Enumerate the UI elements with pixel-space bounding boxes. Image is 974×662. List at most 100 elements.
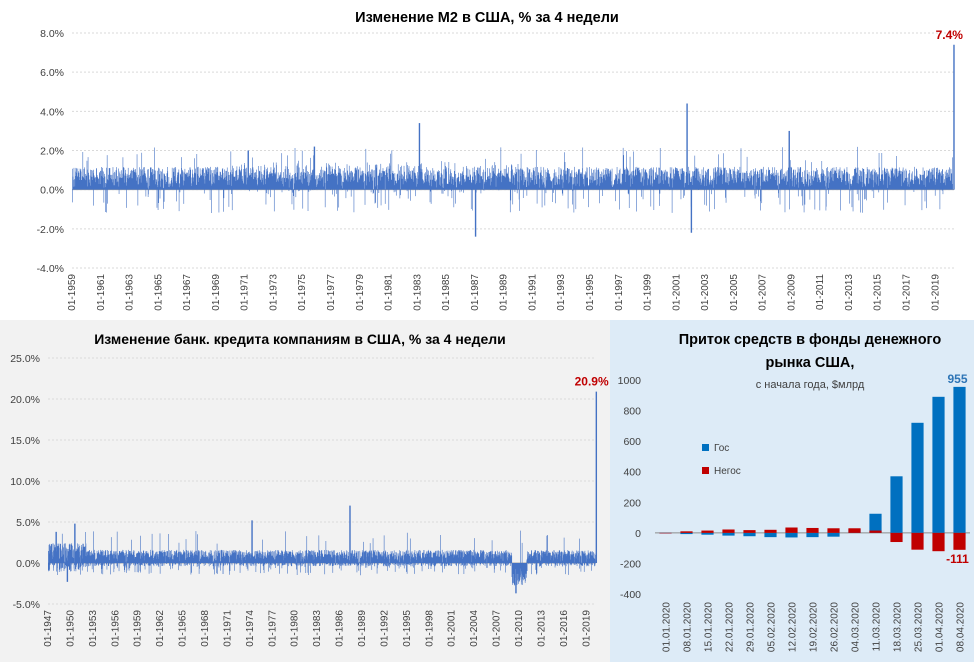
mmf-bar-gov xyxy=(722,532,735,536)
m2-xtick-label: 01-1993 xyxy=(556,274,567,311)
credit-xtick-label: 01-1959 xyxy=(133,610,144,647)
m2-xtick-label: 01-1979 xyxy=(355,274,366,311)
m2-xtick-label: 01-2017 xyxy=(902,274,913,311)
m2-xtick-label: 01-1971 xyxy=(240,274,251,311)
m2-xtick-label: 01-1961 xyxy=(96,274,107,311)
m2-xtick-label: 01-1991 xyxy=(527,274,538,311)
mmf-value-label: 955 xyxy=(947,372,967,386)
credit-chart: Изменение банк. кредита компаниям в США,… xyxy=(10,331,609,647)
mmf-bar-gov xyxy=(785,532,798,538)
mmf-bar-nongov xyxy=(806,527,819,533)
credit-ytick-label: 10.0% xyxy=(10,476,40,488)
mmf-bar-gov xyxy=(869,513,882,533)
m2-weekly-bars xyxy=(72,146,955,214)
mmf-chart-subtitle: с начала года, $млрд xyxy=(756,379,865,391)
credit-weekly-bars xyxy=(48,530,597,586)
credit-spike-bar xyxy=(515,563,517,594)
mmf-bar-gov xyxy=(890,476,903,533)
m2-xtick-label: 01-1999 xyxy=(643,274,654,311)
mmf-ytick-label: 200 xyxy=(623,497,641,509)
m2-xtick-label: 01-1995 xyxy=(585,274,596,311)
mmf-xtick-label: 22.01.2020 xyxy=(725,602,736,652)
m2-xtick-label: 01-1981 xyxy=(384,274,395,311)
credit-xtick-label: 01-1995 xyxy=(402,610,413,647)
m2-chart-title: Изменение М2 в США, % за 4 недели xyxy=(355,10,619,26)
mmf-xtick-label: 01.04.2020 xyxy=(935,602,946,652)
credit-xtick-label: 01-1953 xyxy=(88,610,99,647)
mmf-chart-title-line1: Приток средств в фонды денежного xyxy=(679,332,942,348)
mmf-bar-nongov xyxy=(932,532,945,552)
credit-xtick-label: 01-1980 xyxy=(290,610,301,647)
m2-spike-bar xyxy=(247,150,249,190)
m2-xtick-label: 01-1965 xyxy=(153,274,164,311)
mmf-bar-gov xyxy=(932,396,945,533)
m2-ytick-label: 4.0% xyxy=(40,106,64,118)
credit-spike-bar xyxy=(66,563,69,582)
credit-xtick-label: 01-2013 xyxy=(536,610,547,647)
mmf-bar-nongov xyxy=(701,530,714,533)
m2-xtick-label: 01-1963 xyxy=(125,274,136,311)
m2-ytick-label: -2.0% xyxy=(37,224,64,236)
credit-ytick-label: 15.0% xyxy=(10,435,40,447)
mmf-legend-swatch xyxy=(702,444,709,451)
credit-xtick-label: 01-1962 xyxy=(155,610,166,647)
credit-chart-title: Изменение банк. кредита компаниям в США,… xyxy=(94,331,506,347)
mmf-ytick-label: 800 xyxy=(623,406,641,418)
mmf-xtick-label: 04.03.2020 xyxy=(851,602,862,652)
mmf-chart-title-line2: рынка США, xyxy=(766,355,855,371)
m2-xtick-label: 01-1985 xyxy=(441,274,452,311)
mmf-title-part: Приток средств в фонды денежного xyxy=(679,332,942,348)
m2-xtick-label: 01-2009 xyxy=(786,274,797,311)
credit-xtick-label: 01-1947 xyxy=(43,610,54,647)
m2-xtick-label: 01-2011 xyxy=(815,274,826,310)
credit-xtick-label: 01-2019 xyxy=(581,610,592,647)
mmf-bar-gov xyxy=(701,532,714,535)
m2-xtick-label: 01-1977 xyxy=(326,274,337,311)
credit-ytick-label: 0.0% xyxy=(16,558,40,570)
m2-ytick-label: 8.0% xyxy=(40,28,64,40)
mmf-legend-label: Гос xyxy=(714,443,729,454)
mmf-bar-nongov xyxy=(911,532,924,550)
mmf-value-label: -111 xyxy=(946,552,969,566)
credit-xtick-label: 01-1983 xyxy=(312,610,323,647)
m2-xtick-label: 01-1983 xyxy=(412,274,423,311)
mmf-ytick-label: 400 xyxy=(623,467,641,479)
m2-xtick-label: 01-2013 xyxy=(844,274,855,311)
mmf-bar-nongov xyxy=(722,529,735,533)
mmf-xtick-label: 05.02.2020 xyxy=(767,602,778,652)
mmf-ytick-label: -200 xyxy=(620,558,641,570)
mmf-bar-nongov xyxy=(785,527,798,533)
m2-xtick-label: 01-1973 xyxy=(268,274,279,311)
m2-spike-bar xyxy=(418,123,421,190)
credit-xtick-label: 01-1965 xyxy=(178,610,189,647)
mmf-bar-gov xyxy=(764,532,777,538)
m2-xtick-label: 01-2005 xyxy=(729,274,740,311)
mmf-xtick-label: 01.01.2020 xyxy=(662,602,673,652)
m2-chart-panel: Изменение М2 в США, % за 4 недели -4.0% -… xyxy=(0,0,974,320)
credit-spike-bar xyxy=(595,391,598,563)
credit-xtick-label: 01-1950 xyxy=(65,610,76,647)
mmf-bar-gov xyxy=(911,422,924,533)
credit-spike-bar xyxy=(55,531,57,563)
mmf-bar-gov xyxy=(806,532,819,538)
m2-xtick-label: 01-2019 xyxy=(930,274,941,311)
m2-spike-bar xyxy=(690,189,693,233)
credit-xtick-label: 01-1974 xyxy=(245,610,256,647)
m2-xtick-label: 01-2001 xyxy=(671,274,682,311)
credit-ytick-label: -5.0% xyxy=(13,599,40,611)
mmf-ytick-label: 0 xyxy=(635,528,641,540)
credit-xtick-label: 01-2016 xyxy=(559,610,570,647)
credit-spike-bar xyxy=(349,505,351,563)
credit-ytick-label: 20.0% xyxy=(10,394,40,406)
mmf-bar-gov xyxy=(827,532,840,537)
m2-xtick-label: 01-1959 xyxy=(67,274,78,311)
m2-xtick-label: 01-2015 xyxy=(873,274,884,311)
mmf-ytick-label: 1000 xyxy=(618,375,642,387)
m2-xtick-label: 01-1975 xyxy=(297,274,308,311)
credit-xtick-label: 01-1989 xyxy=(357,610,368,647)
m2-spike-bar xyxy=(788,130,790,190)
credit-xtick-label: 01-1992 xyxy=(379,610,390,647)
credit-xtick-label: 01-2007 xyxy=(492,610,503,647)
mmf-bar-nongov xyxy=(953,532,966,550)
mmf-chart: Приток средств в фонды денежного рынка С… xyxy=(618,332,970,652)
